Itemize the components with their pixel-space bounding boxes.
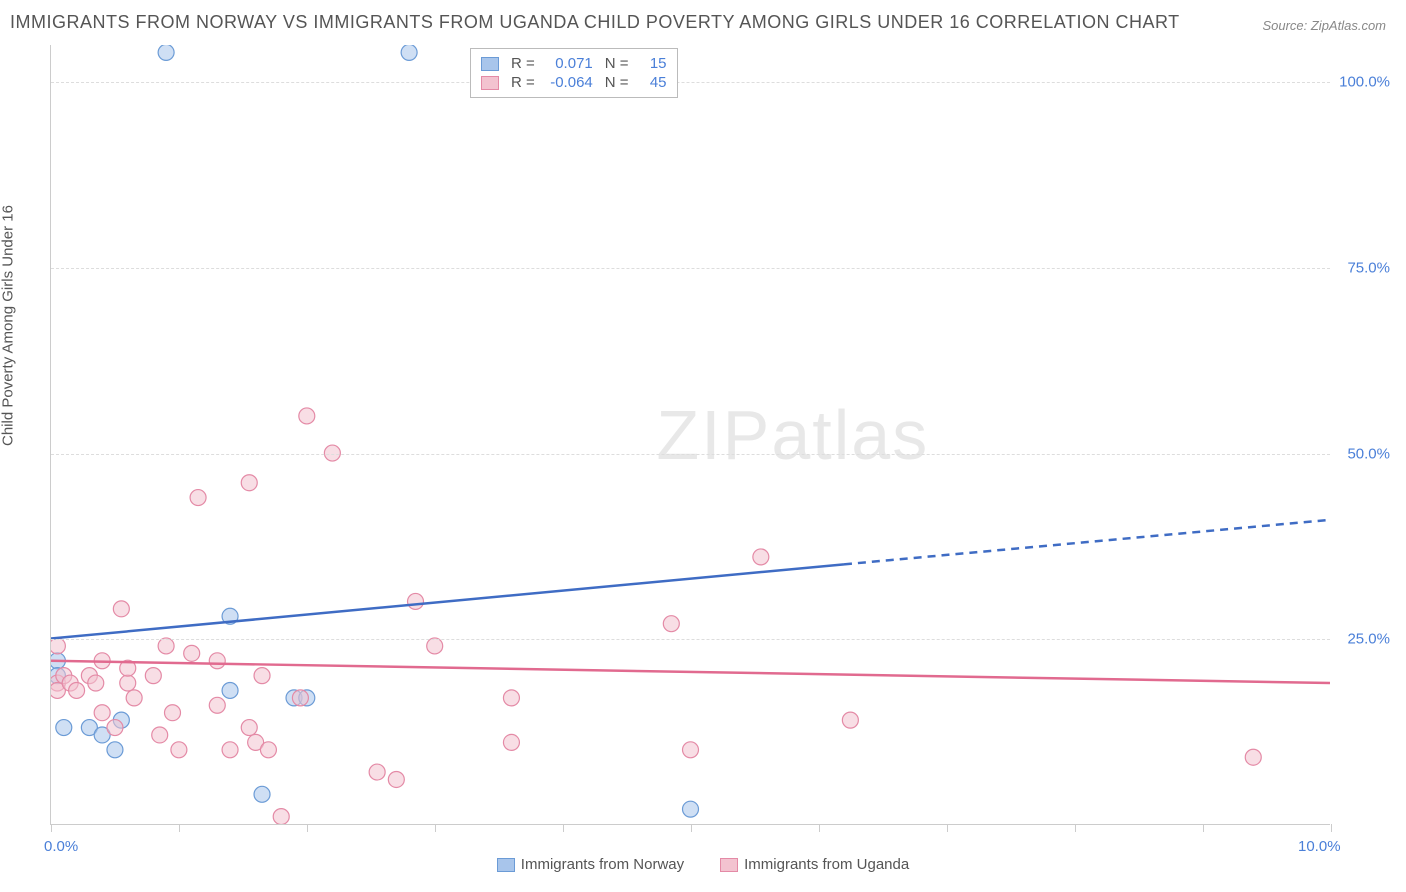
gridline — [51, 82, 1330, 83]
x-tick — [435, 824, 436, 832]
gridline — [51, 268, 1330, 269]
data-point — [683, 801, 699, 817]
data-point — [663, 616, 679, 632]
data-point — [152, 727, 168, 743]
stats-r-value: 0.071 — [543, 55, 593, 72]
data-point — [408, 593, 424, 609]
data-point — [401, 45, 417, 60]
data-point — [171, 742, 187, 758]
x-tick — [563, 824, 564, 832]
legend-label: Immigrants from Norway — [521, 856, 684, 873]
legend: Immigrants from Norway Immigrants from Ug… — [0, 856, 1406, 873]
data-point — [190, 490, 206, 506]
data-point — [753, 549, 769, 565]
x-axis-max-label: 10.0% — [1298, 838, 1341, 855]
data-point — [209, 697, 225, 713]
y-tick-label: 50.0% — [1347, 445, 1390, 462]
stats-swatch — [481, 57, 499, 71]
x-tick — [1203, 824, 1204, 832]
data-point — [184, 645, 200, 661]
x-axis-min-label: 0.0% — [44, 838, 78, 855]
legend-item: Immigrants from Norway — [497, 856, 684, 873]
stats-r-label: R = — [511, 74, 535, 91]
x-tick — [179, 824, 180, 832]
data-point — [222, 682, 238, 698]
data-point — [241, 475, 257, 491]
stats-n-value: 45 — [637, 74, 667, 91]
data-point — [113, 601, 129, 617]
data-point — [683, 742, 699, 758]
data-point — [222, 742, 238, 758]
data-point — [842, 712, 858, 728]
data-point — [158, 45, 174, 60]
stats-n-label: N = — [605, 55, 629, 72]
stats-row: R = -0.064 N = 45 — [481, 74, 667, 91]
trend-line-dash — [844, 520, 1330, 565]
data-point — [292, 690, 308, 706]
gridline — [51, 639, 1330, 640]
x-tick — [947, 824, 948, 832]
data-point — [56, 720, 72, 736]
y-tick-label: 75.0% — [1347, 259, 1390, 276]
stats-r-label: R = — [511, 55, 535, 72]
y-axis-label: Child Poverty Among Girls Under 16 — [0, 205, 17, 446]
correlation-stats-box: R = 0.071 N = 15 R = -0.064 N = 45 — [470, 48, 678, 98]
source-attribution: Source: ZipAtlas.com — [1262, 18, 1386, 33]
data-point — [254, 668, 270, 684]
gridline — [51, 454, 1330, 455]
y-tick-label: 100.0% — [1339, 74, 1390, 91]
x-tick — [51, 824, 52, 832]
data-point — [107, 720, 123, 736]
data-point — [107, 742, 123, 758]
data-point — [369, 764, 385, 780]
data-point — [158, 638, 174, 654]
data-point — [69, 682, 85, 698]
legend-swatch — [720, 858, 738, 872]
data-point — [299, 408, 315, 424]
x-tick — [1075, 824, 1076, 832]
data-point — [260, 742, 276, 758]
data-point — [1245, 749, 1261, 765]
stats-n-value: 15 — [637, 55, 667, 72]
data-point — [503, 690, 519, 706]
legend-label: Immigrants from Uganda — [744, 856, 909, 873]
data-point — [427, 638, 443, 654]
chart-title: IMMIGRANTS FROM NORWAY VS IMMIGRANTS FRO… — [10, 12, 1180, 33]
stats-row: R = 0.071 N = 15 — [481, 55, 667, 72]
legend-swatch — [497, 858, 515, 872]
trend-line — [51, 564, 844, 638]
data-point — [51, 638, 65, 654]
data-point — [254, 786, 270, 802]
data-point — [126, 690, 142, 706]
data-point — [94, 705, 110, 721]
x-tick — [307, 824, 308, 832]
data-point — [273, 809, 289, 824]
chart-svg — [51, 45, 1330, 824]
stats-n-label: N = — [605, 74, 629, 91]
x-tick — [819, 824, 820, 832]
data-point — [503, 734, 519, 750]
stats-swatch — [481, 76, 499, 90]
data-point — [145, 668, 161, 684]
x-tick — [1331, 824, 1332, 832]
data-point — [388, 771, 404, 787]
x-tick — [691, 824, 692, 832]
correlation-chart: IMMIGRANTS FROM NORWAY VS IMMIGRANTS FRO… — [0, 0, 1406, 892]
data-point — [209, 653, 225, 669]
trend-line — [51, 661, 1330, 683]
data-point — [241, 720, 257, 736]
stats-r-value: -0.064 — [543, 74, 593, 91]
data-point — [165, 705, 181, 721]
data-point — [88, 675, 104, 691]
data-point — [120, 675, 136, 691]
y-tick-label: 25.0% — [1347, 631, 1390, 648]
plot-area: ZIPatlas 25.0%50.0%75.0%100.0% — [50, 45, 1330, 825]
legend-item: Immigrants from Uganda — [720, 856, 909, 873]
